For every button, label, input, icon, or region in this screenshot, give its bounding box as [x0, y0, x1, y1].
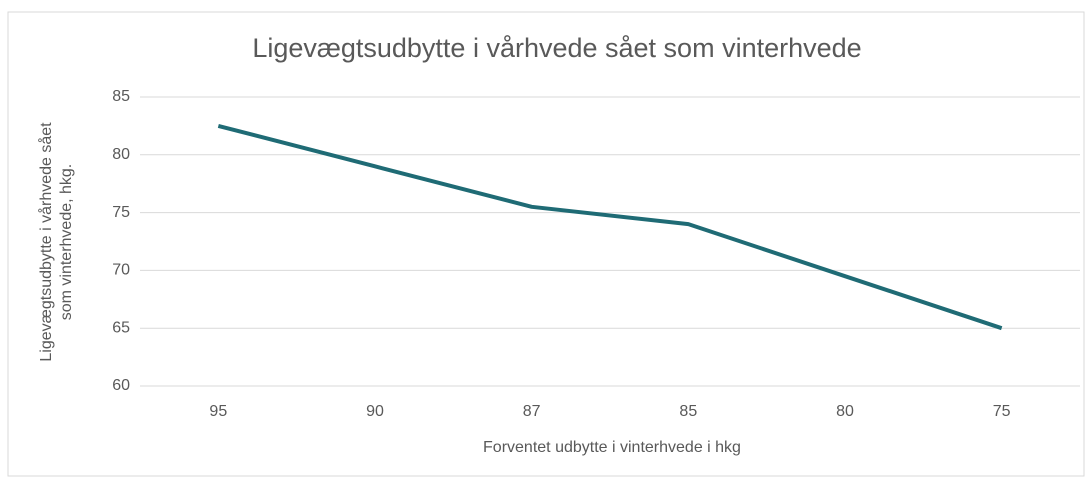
y-tick-label: 75	[112, 204, 130, 221]
x-tick-label: 87	[523, 403, 541, 420]
y-axis-label-line: Ligevægtsudbytte i vårhvede sået	[37, 122, 55, 362]
x-tick-label: 80	[836, 403, 854, 420]
x-axis-label: Forventet udbytte i vinterhvede i hkg	[483, 439, 741, 456]
y-tick-label: 65	[112, 319, 130, 336]
x-tick-label: 85	[679, 403, 697, 420]
x-tick-label: 75	[993, 403, 1011, 420]
y-tick-label: 70	[112, 262, 130, 279]
y-axis-label-line: som vinterhvede, hkg.	[58, 164, 75, 321]
y-tick-label: 85	[112, 88, 130, 105]
chart-title: Ligevægtsudbytte i vårhvede sået som vin…	[252, 33, 861, 63]
chart-border	[7, 11, 1085, 477]
y-axis-label: Ligevægtsudbytte i vårhvede sået som vin…	[37, 122, 75, 362]
x-tick-label: 95	[209, 403, 227, 420]
x-tick-label: 90	[366, 403, 384, 420]
line	[217, 123, 1003, 331]
y-tick-label: 80	[112, 146, 130, 163]
y-tick-label: 60	[112, 377, 130, 394]
